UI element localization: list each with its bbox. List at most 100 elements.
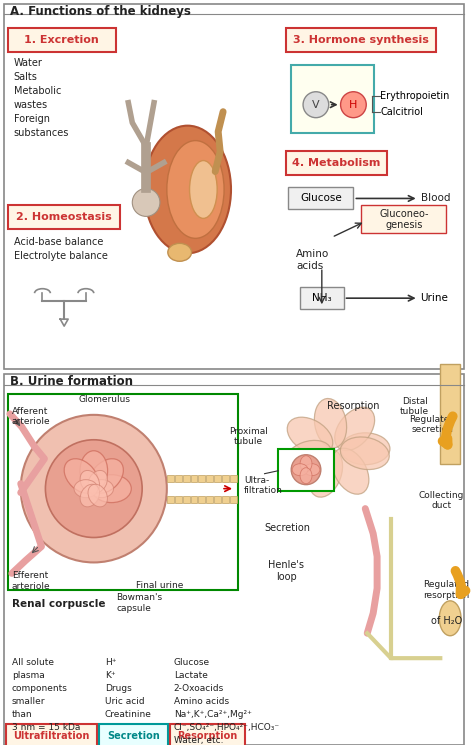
FancyBboxPatch shape [8, 394, 238, 590]
Bar [191, 495, 198, 503]
Text: H⁺: H⁺ [105, 658, 116, 667]
Bar [440, 364, 460, 464]
Text: Cl⁻,SO₄²⁻,HPO₄²⁻,HCO₃⁻: Cl⁻,SO₄²⁻,HPO₄²⁻,HCO₃⁻ [174, 723, 280, 732]
Text: Bowman's
capsule: Bowman's capsule [117, 593, 163, 613]
Text: Acid-base balance: Acid-base balance [14, 238, 103, 247]
Text: H: H [349, 99, 357, 110]
Text: V: V [312, 99, 319, 110]
FancyBboxPatch shape [99, 724, 168, 747]
Text: Collecting
duct: Collecting duct [419, 491, 464, 510]
Text: A. Functions of the kidneys: A. Functions of the kidneys [10, 5, 191, 18]
Bar [199, 474, 205, 482]
Text: Proximal
tubule: Proximal tubule [229, 427, 268, 446]
Bar [182, 474, 190, 482]
Text: Lactate: Lactate [174, 671, 208, 680]
Text: Henle's
loop: Henle's loop [268, 560, 304, 582]
FancyBboxPatch shape [6, 724, 97, 747]
Ellipse shape [88, 471, 108, 493]
Ellipse shape [80, 471, 100, 493]
Bar [191, 474, 198, 482]
Ellipse shape [287, 417, 333, 454]
Text: Regulated
resorption: Regulated resorption [423, 580, 469, 600]
Text: Blood: Blood [420, 193, 450, 203]
Text: Gluconeo-
genesis: Gluconeo- genesis [379, 208, 428, 230]
Text: Resorption: Resorption [327, 401, 380, 411]
Ellipse shape [309, 449, 343, 498]
Text: Water: Water [14, 58, 43, 68]
Text: Na⁺,K⁺,Ca²⁺,Mg²⁺: Na⁺,K⁺,Ca²⁺,Mg²⁺ [174, 710, 252, 719]
FancyBboxPatch shape [286, 28, 437, 52]
Text: Metabolic: Metabolic [14, 86, 61, 96]
Circle shape [341, 92, 366, 118]
Circle shape [132, 188, 160, 217]
Ellipse shape [88, 484, 108, 507]
Ellipse shape [291, 455, 321, 485]
Ellipse shape [92, 474, 131, 503]
Text: wastes: wastes [14, 99, 48, 110]
Text: Amino
acids: Amino acids [296, 249, 329, 271]
FancyBboxPatch shape [8, 205, 120, 229]
Text: Ultra-
filtration: Ultra- filtration [244, 476, 283, 495]
Bar [182, 495, 190, 503]
Text: Renal corpuscle: Renal corpuscle [12, 599, 105, 610]
Text: 2. Homeostasis: 2. Homeostasis [16, 212, 112, 223]
Ellipse shape [46, 440, 142, 538]
Text: Final urine: Final urine [136, 581, 183, 590]
Text: Afferent
arteriole: Afferent arteriole [12, 407, 50, 427]
Bar [222, 474, 229, 482]
Text: Foreign: Foreign [14, 114, 50, 124]
FancyBboxPatch shape [291, 65, 374, 133]
Bar [175, 474, 182, 482]
Ellipse shape [167, 140, 224, 238]
Ellipse shape [21, 415, 167, 562]
Bar [222, 495, 229, 503]
Text: 3. Hormone synthesis: 3. Hormone synthesis [293, 35, 429, 45]
Circle shape [303, 92, 329, 118]
Ellipse shape [190, 161, 217, 218]
Bar [175, 495, 182, 503]
FancyBboxPatch shape [300, 287, 344, 309]
Text: Drugs: Drugs [105, 684, 131, 693]
Ellipse shape [64, 459, 98, 493]
Text: Glucose: Glucose [300, 193, 342, 203]
Text: Salts: Salts [14, 72, 38, 82]
Text: Urine: Urine [420, 293, 448, 303]
Bar [4, 4, 464, 369]
Text: Efferent
arteriole: Efferent arteriole [12, 571, 50, 591]
Ellipse shape [341, 433, 390, 465]
Ellipse shape [304, 464, 320, 476]
Ellipse shape [74, 480, 98, 498]
FancyBboxPatch shape [361, 205, 446, 233]
Text: Erythropoietin: Erythropoietin [380, 90, 449, 101]
Text: Ultrafiltration: Ultrafiltration [13, 731, 90, 741]
Text: Creatinine: Creatinine [105, 710, 152, 719]
Bar [199, 495, 205, 503]
Text: Uric acid: Uric acid [105, 697, 144, 706]
Ellipse shape [80, 484, 100, 507]
Ellipse shape [89, 459, 123, 493]
Text: plasma: plasma [12, 671, 45, 680]
Text: of H₂O: of H₂O [430, 616, 462, 626]
Ellipse shape [80, 450, 108, 491]
Ellipse shape [168, 244, 191, 261]
Text: 2-Oxoacids: 2-Oxoacids [174, 684, 224, 693]
FancyBboxPatch shape [288, 187, 354, 209]
Bar [206, 474, 213, 482]
Text: Amino acids: Amino acids [174, 697, 229, 706]
Text: Secretion: Secretion [264, 523, 310, 533]
Bar [167, 474, 174, 482]
Text: Glomerulus: Glomerulus [79, 395, 131, 404]
Bar [230, 495, 237, 503]
FancyBboxPatch shape [170, 724, 245, 747]
Text: 1. Excretion: 1. Excretion [24, 35, 99, 45]
Bar [214, 474, 221, 482]
Ellipse shape [439, 601, 461, 636]
Text: Electrolyte balance: Electrolyte balance [14, 251, 108, 261]
Text: NH₃: NH₃ [312, 293, 332, 303]
Text: Regulated
secretion: Regulated secretion [410, 415, 456, 434]
Ellipse shape [300, 456, 312, 471]
Text: 3 nm = 15 kDa: 3 nm = 15 kDa [12, 723, 80, 732]
Text: Secretion: Secretion [107, 731, 160, 741]
Text: Calcitriol: Calcitriol [380, 107, 423, 117]
Ellipse shape [284, 441, 332, 475]
